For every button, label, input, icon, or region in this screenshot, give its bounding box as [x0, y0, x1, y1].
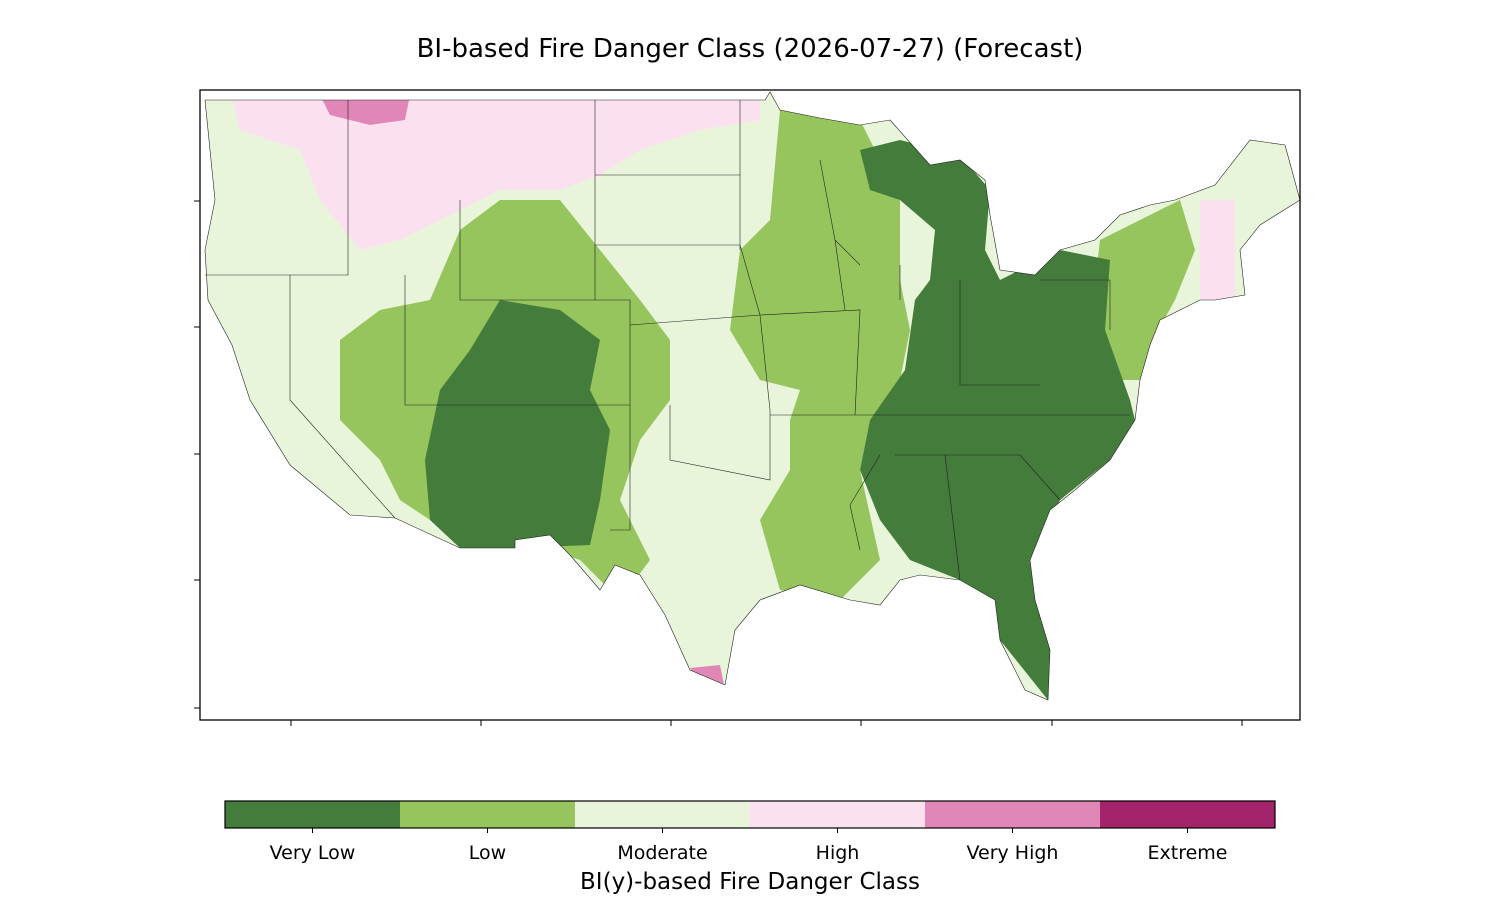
- state-borders: [205, 100, 1130, 581]
- colorbar-segment: [400, 801, 575, 828]
- colorbar-tick-label: Low: [469, 842, 506, 864]
- colorbar-tick-label: Very High: [967, 842, 1059, 864]
- colorbar: Very Low Low Moderate High Very High Extreme: [224, 800, 1276, 864]
- colorbar-tick-label: Moderate: [617, 842, 707, 864]
- map-frame: [199, 89, 1301, 721]
- colorbar-segment: [575, 801, 750, 828]
- colorbar-label: BI(y)-based Fire Danger Class: [580, 869, 920, 895]
- region: [320, 95, 410, 125]
- colorbar-frame: [224, 800, 1276, 829]
- colorbar-segment: [750, 801, 925, 828]
- colorbar-tick-label: Extreme: [1148, 842, 1228, 864]
- region: [730, 110, 910, 600]
- colorbar-tick-label: High: [816, 842, 860, 864]
- region: [425, 300, 610, 548]
- region: [1200, 200, 1235, 300]
- axis-ticks: [194, 200, 1243, 726]
- colorbar-segment: [925, 801, 1100, 828]
- colorbar-segment: [1100, 801, 1275, 828]
- map-title: BI-based Fire Danger Class (2026-07-27) …: [417, 34, 1084, 64]
- colorbar-tick-label: Very Low: [270, 842, 356, 864]
- region: [1090, 200, 1195, 380]
- colorbar-segment: [225, 801, 400, 828]
- fire-danger-map: [205, 92, 1300, 700]
- region: [230, 92, 760, 250]
